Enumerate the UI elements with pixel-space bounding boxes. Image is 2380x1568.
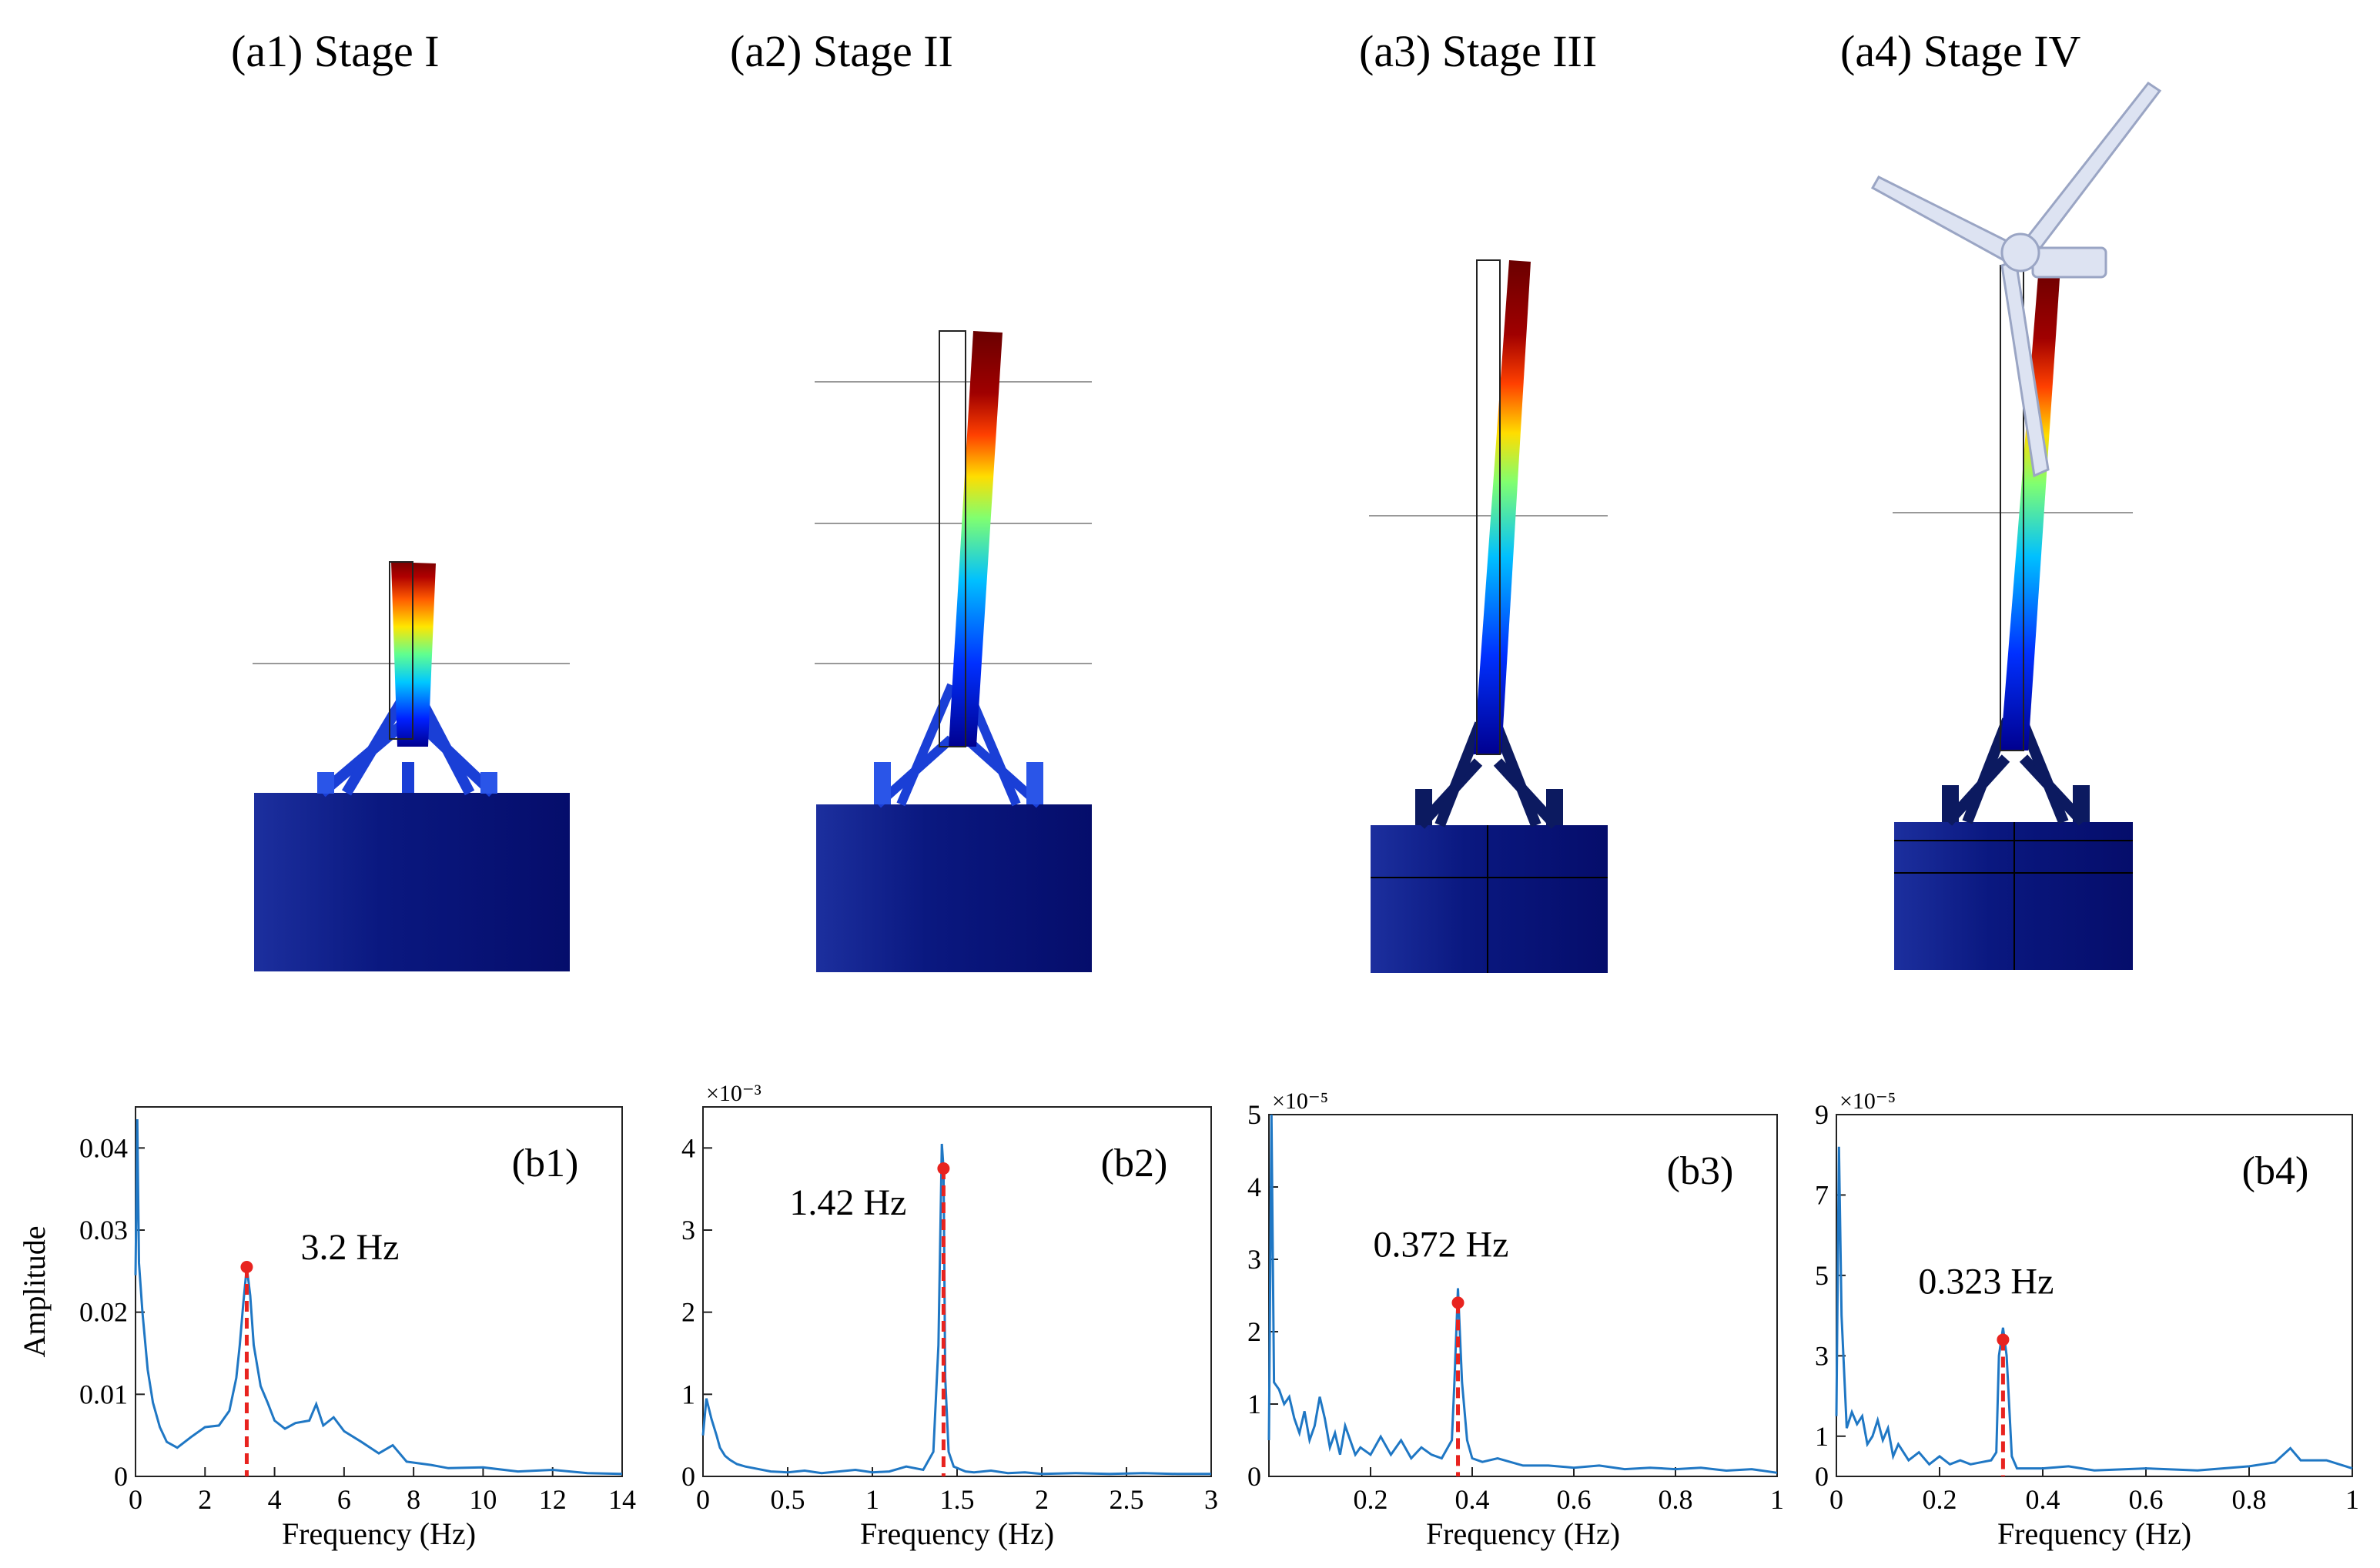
peak-label: 0.372 Hz xyxy=(1374,1224,1509,1265)
x-tick-label: 6 xyxy=(337,1484,351,1515)
peak-label: 3.2 Hz xyxy=(300,1227,399,1268)
y-exponent: ×10⁻⁵ xyxy=(1839,1088,1896,1114)
y-tick-label: 0.01 xyxy=(79,1379,128,1409)
y-axis-label: Amplitude xyxy=(17,1225,52,1357)
panel-label: (b2) xyxy=(1101,1142,1168,1185)
peak-point xyxy=(240,1261,253,1273)
x-tick-label: 0.8 xyxy=(1659,1484,1693,1515)
x-tick-label: 0.2 xyxy=(1354,1484,1388,1515)
x-tick-label: 0.4 xyxy=(1455,1484,1490,1515)
x-tick-label: 0 xyxy=(1829,1484,1843,1515)
x-tick-label: 0 xyxy=(129,1484,142,1515)
y-tick-label: 0 xyxy=(114,1461,128,1492)
x-axis-label: Frequency (Hz) xyxy=(282,1516,476,1551)
x-tick-label: 0.6 xyxy=(1557,1484,1592,1515)
x-tick-label: 10 xyxy=(469,1484,497,1515)
x-tick-label: 1 xyxy=(2345,1484,2359,1515)
spectrum-line xyxy=(1835,1146,2353,1472)
stage-2-model xyxy=(815,330,1092,972)
y-tick-label: 3 xyxy=(1815,1340,1829,1371)
tower-3 xyxy=(1474,260,1531,754)
stage-title-4: (a4) Stage IV xyxy=(1840,26,2081,76)
x-tick-label: 1 xyxy=(865,1484,879,1515)
stage-4-model xyxy=(1870,81,2162,970)
y-tick-label: 5 xyxy=(1247,1099,1261,1130)
y-tick-label: 0.03 xyxy=(79,1215,128,1245)
chart-1: 0 2 4 6 8 10 12 14 0 0.01 0.02 0.03 0.04 3.2 Hz (b1) Fr… xyxy=(17,1106,636,1551)
y-tick-label: 0 xyxy=(1247,1461,1261,1492)
y-tick-label: 0.02 xyxy=(79,1297,128,1328)
x-tick-label: 1 xyxy=(1770,1484,1784,1515)
chart-4: 0 0.2 0.4 0.6 0.8 1 0 1 3 5 7 9 ×10⁻⁵ 0.323 Hz (b4) Fre… xyxy=(1815,1088,2359,1551)
x-axis-label: Frequency (Hz) xyxy=(1997,1516,2191,1551)
y-tick-label: 4 xyxy=(681,1132,695,1163)
x-tick-label: 0.8 xyxy=(2232,1484,2267,1515)
x-axis-label: Frequency (Hz) xyxy=(1426,1516,1620,1551)
peak-point xyxy=(1451,1296,1464,1309)
y-tick-label: 1 xyxy=(681,1379,695,1409)
x-tick-label: 0 xyxy=(696,1484,710,1515)
x-tick-label: 0.4 xyxy=(2026,1484,2060,1515)
tower-4 xyxy=(2000,266,2060,751)
x-tick-label: 1.5 xyxy=(940,1484,975,1515)
foundation-2 xyxy=(816,804,1092,972)
panel-label: (b3) xyxy=(1667,1149,1734,1193)
x-tick-label: 0.5 xyxy=(771,1484,805,1515)
peak-point xyxy=(1997,1333,2010,1346)
stage-title-2: (a2) Stage II xyxy=(730,26,953,76)
panel-label: (b4) xyxy=(2242,1149,2309,1193)
foundation-1 xyxy=(254,793,570,971)
stage-title-3: (a3) Stage III xyxy=(1359,26,1597,76)
peak-label: 1.42 Hz xyxy=(789,1182,906,1223)
y-tick-label: 5 xyxy=(1815,1260,1829,1291)
peak-point xyxy=(937,1162,950,1175)
spectrum-line xyxy=(701,1143,1211,1476)
x-tick-label: 14 xyxy=(608,1484,636,1515)
x-tick-label: 2.5 xyxy=(1110,1484,1144,1515)
y-tick-label: 9 xyxy=(1815,1099,1829,1130)
panel-label: (b1) xyxy=(512,1142,579,1185)
x-tick-label: 0.6 xyxy=(2129,1484,2164,1515)
rotor xyxy=(1870,81,2162,478)
tower-2 xyxy=(949,331,1003,747)
x-tick-label: 0.2 xyxy=(1923,1484,1957,1515)
x-tick-label: 4 xyxy=(268,1484,282,1515)
y-tick-label: 2 xyxy=(1247,1316,1261,1347)
stage-title-1: (a1) Stage I xyxy=(231,26,440,76)
plot-area xyxy=(702,1106,1212,1477)
stage-1-model xyxy=(253,561,570,971)
stage-3-model xyxy=(1369,259,1608,973)
spectrum-line xyxy=(1267,1114,1778,1474)
x-axis-label: Frequency (Hz) xyxy=(860,1516,1054,1551)
x-tick-label: 2 xyxy=(198,1484,212,1515)
y-tick-label: 0 xyxy=(1815,1461,1829,1492)
x-tick-label: 2 xyxy=(1035,1484,1049,1515)
y-tick-label: 4 xyxy=(1247,1172,1261,1202)
y-exponent: ×10⁻⁵ xyxy=(1272,1088,1328,1114)
chart-3: 0.2 0.4 0.6 0.8 1 0 1 2 3 4 5 ×10⁻⁵ 0.372 Hz (b3) Freq… xyxy=(1247,1088,1784,1551)
x-tick-label: 8 xyxy=(407,1484,420,1515)
y-tick-label: 0 xyxy=(681,1461,695,1492)
y-tick-label: 1 xyxy=(1815,1421,1829,1452)
y-tick-label: 7 xyxy=(1815,1179,1829,1210)
y-tick-label: 3 xyxy=(681,1215,695,1245)
chart-2: 0 0.5 1 1.5 2 2.5 3 0 1 2 3 4 ×10⁻³ 1.42 Hz (b2) Freque… xyxy=(681,1081,1218,1551)
plot-area xyxy=(135,1106,623,1477)
peak-label: 0.323 Hz xyxy=(1918,1261,2054,1302)
y-tick-label: 0.04 xyxy=(79,1132,128,1163)
spectrum-line xyxy=(134,1118,623,1476)
x-tick-label: 3 xyxy=(1204,1484,1218,1515)
y-tick-label: 1 xyxy=(1247,1389,1261,1419)
y-tick-label: 3 xyxy=(1247,1244,1261,1275)
y-tick-label: 2 xyxy=(681,1297,695,1328)
plot-area xyxy=(1268,1114,1778,1477)
y-exponent: ×10⁻³ xyxy=(706,1081,762,1106)
foundation-3 xyxy=(1371,825,1608,973)
x-tick-label: 12 xyxy=(539,1484,567,1515)
